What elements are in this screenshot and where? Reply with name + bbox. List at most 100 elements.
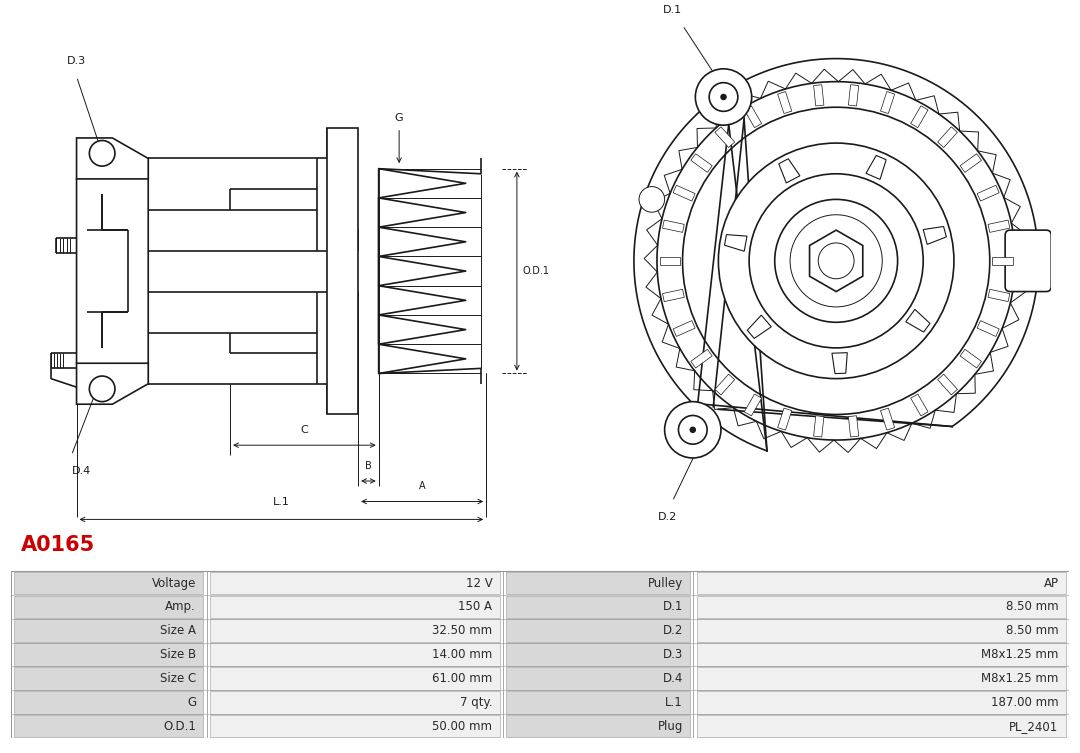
Polygon shape: [715, 374, 734, 395]
Polygon shape: [906, 309, 930, 332]
Polygon shape: [988, 289, 1010, 301]
FancyBboxPatch shape: [697, 572, 1066, 594]
Polygon shape: [810, 230, 863, 291]
Polygon shape: [960, 154, 982, 172]
Text: 12 V: 12 V: [465, 577, 492, 590]
Text: Size A: Size A: [160, 624, 197, 637]
Text: 32.50 mm: 32.50 mm: [432, 624, 492, 637]
FancyBboxPatch shape: [210, 715, 500, 737]
Text: 14.00 mm: 14.00 mm: [432, 648, 492, 661]
FancyBboxPatch shape: [697, 715, 1066, 737]
Text: Voltage: Voltage: [151, 577, 197, 590]
FancyBboxPatch shape: [210, 596, 500, 618]
Text: M8x1.25 mm: M8x1.25 mm: [982, 672, 1058, 685]
Polygon shape: [813, 416, 824, 437]
Text: 187.00 mm: 187.00 mm: [991, 696, 1058, 709]
FancyBboxPatch shape: [697, 667, 1066, 690]
Text: Size B: Size B: [160, 648, 197, 661]
Polygon shape: [937, 127, 957, 148]
Circle shape: [710, 83, 738, 111]
Text: G: G: [395, 113, 404, 123]
FancyBboxPatch shape: [1005, 230, 1051, 291]
Circle shape: [639, 187, 664, 212]
Text: 8.50 mm: 8.50 mm: [1005, 600, 1058, 614]
Text: C: C: [300, 425, 308, 435]
FancyBboxPatch shape: [507, 667, 690, 690]
Polygon shape: [77, 158, 148, 384]
Text: AP: AP: [1043, 577, 1058, 590]
Text: A: A: [419, 481, 426, 491]
Polygon shape: [937, 374, 957, 395]
Text: Pulley: Pulley: [648, 577, 683, 590]
FancyBboxPatch shape: [14, 643, 203, 666]
Polygon shape: [779, 159, 800, 183]
FancyBboxPatch shape: [507, 691, 690, 714]
Polygon shape: [662, 289, 685, 301]
Circle shape: [791, 215, 882, 307]
Polygon shape: [880, 408, 894, 430]
Polygon shape: [960, 349, 982, 368]
Polygon shape: [744, 106, 761, 128]
Text: D.3: D.3: [67, 56, 86, 66]
Polygon shape: [880, 92, 894, 114]
Text: Amp.: Amp.: [165, 600, 197, 614]
FancyBboxPatch shape: [507, 572, 690, 594]
FancyBboxPatch shape: [14, 572, 203, 594]
Polygon shape: [988, 220, 1010, 233]
Text: B: B: [365, 461, 372, 471]
Circle shape: [750, 174, 923, 348]
Polygon shape: [778, 92, 792, 114]
Polygon shape: [77, 363, 148, 404]
Polygon shape: [691, 349, 712, 368]
Polygon shape: [673, 321, 696, 337]
Circle shape: [819, 243, 854, 279]
Polygon shape: [910, 394, 928, 416]
Text: D.2: D.2: [662, 624, 683, 637]
Text: Plug: Plug: [658, 720, 683, 733]
Text: G: G: [187, 696, 197, 709]
Polygon shape: [77, 138, 148, 179]
Text: D.4: D.4: [71, 465, 91, 476]
Circle shape: [690, 427, 696, 432]
FancyBboxPatch shape: [14, 596, 203, 618]
Polygon shape: [327, 128, 359, 414]
FancyBboxPatch shape: [14, 715, 203, 737]
Circle shape: [696, 69, 752, 125]
Polygon shape: [715, 127, 734, 148]
FancyBboxPatch shape: [14, 691, 203, 714]
Polygon shape: [691, 154, 712, 172]
FancyBboxPatch shape: [507, 596, 690, 618]
Circle shape: [664, 401, 721, 458]
Polygon shape: [673, 185, 696, 201]
FancyBboxPatch shape: [697, 691, 1066, 714]
Circle shape: [721, 94, 726, 99]
Polygon shape: [813, 85, 824, 106]
Circle shape: [718, 143, 954, 379]
Polygon shape: [849, 85, 859, 106]
FancyBboxPatch shape: [210, 667, 500, 690]
FancyBboxPatch shape: [697, 620, 1066, 642]
Polygon shape: [660, 257, 680, 265]
Text: 7 qty.: 7 qty.: [460, 696, 492, 709]
Circle shape: [90, 141, 114, 166]
Polygon shape: [832, 352, 848, 373]
Text: O.D.1: O.D.1: [163, 720, 197, 733]
Polygon shape: [977, 321, 999, 337]
Polygon shape: [849, 416, 859, 437]
Polygon shape: [866, 155, 886, 179]
Circle shape: [90, 376, 114, 401]
Text: D.2: D.2: [658, 512, 677, 522]
Text: Size C: Size C: [160, 672, 197, 685]
FancyBboxPatch shape: [210, 691, 500, 714]
Text: 50.00 mm: 50.00 mm: [432, 720, 492, 733]
Text: D.4: D.4: [662, 672, 683, 685]
Circle shape: [678, 416, 707, 444]
Text: M8x1.25 mm: M8x1.25 mm: [982, 648, 1058, 661]
Text: A0165: A0165: [22, 535, 96, 555]
FancyBboxPatch shape: [507, 715, 690, 737]
FancyBboxPatch shape: [14, 667, 203, 690]
Text: 61.00 mm: 61.00 mm: [432, 672, 492, 685]
Text: PL_2401: PL_2401: [1010, 720, 1058, 733]
Circle shape: [683, 107, 989, 414]
Polygon shape: [747, 316, 771, 338]
